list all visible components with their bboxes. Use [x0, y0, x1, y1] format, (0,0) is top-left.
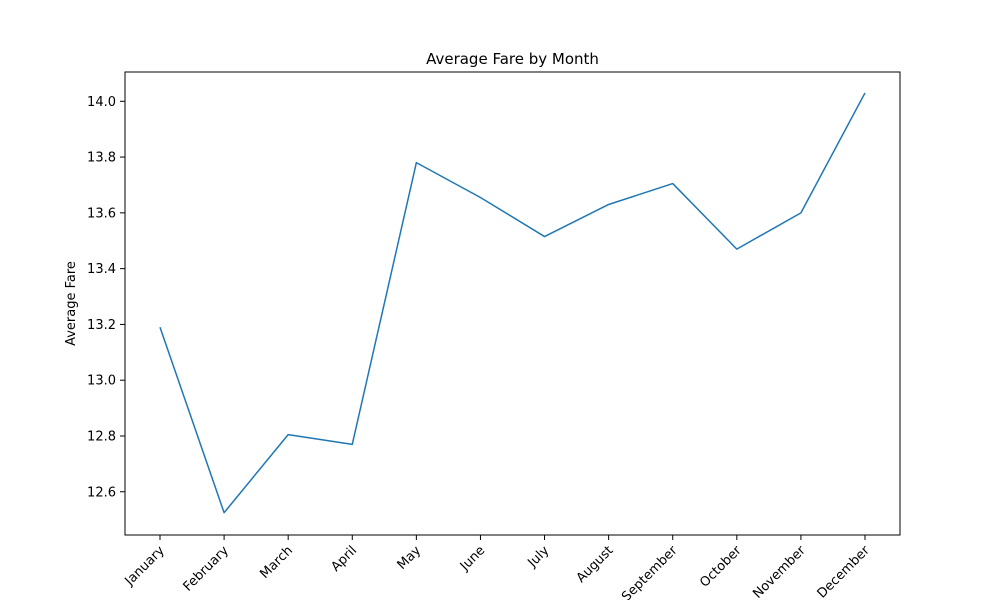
y-tick-label: 12.6 — [87, 485, 116, 500]
x-tick-label: August — [574, 543, 617, 586]
x-axis-ticks: January February March April May June July Augu… — [122, 535, 874, 600]
x-tick-label: February — [181, 543, 233, 595]
y-axis-label: Average Fare — [64, 261, 79, 346]
x-tick-label: July — [525, 543, 553, 571]
x-tick-label: May — [395, 543, 425, 573]
x-tick-label: January — [122, 543, 168, 589]
y-tick-label: 13.8 — [87, 151, 116, 166]
x-tick-label: March — [257, 543, 296, 582]
chart-title: Average Fare by Month — [426, 50, 599, 68]
y-tick-label: 13.4 — [87, 262, 116, 277]
y-tick-label: 14.0 — [87, 95, 116, 110]
y-tick-label: 13.2 — [87, 318, 116, 333]
x-tick-label: April — [328, 543, 360, 575]
y-axis-ticks: 12.6 12.8 13.0 13.2 13.4 13.6 13.8 14.0 — [87, 95, 125, 500]
y-tick-label: 12.8 — [87, 429, 116, 444]
y-tick-label: 13.0 — [87, 374, 116, 389]
x-tick-label: December — [815, 543, 874, 600]
x-tick-label: September — [619, 543, 681, 600]
x-tick-label: October — [697, 543, 745, 591]
plot-area-frame — [124, 71, 901, 536]
series-layer — [159, 92, 866, 514]
x-tick-label: November — [750, 543, 809, 600]
y-tick-label: 13.6 — [87, 206, 116, 221]
x-tick-label: June — [457, 543, 488, 574]
series-line — [159, 92, 866, 514]
